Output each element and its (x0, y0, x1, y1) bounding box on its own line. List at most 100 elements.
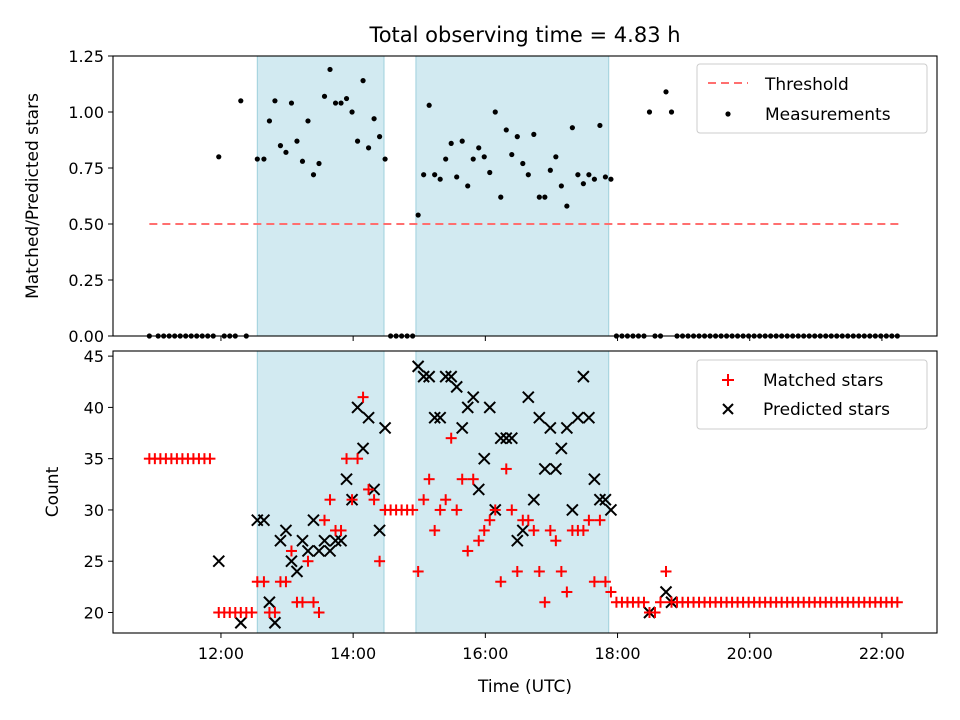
predicted-star-point (483, 401, 496, 414)
predicted-star-point (351, 401, 364, 414)
legend-measurements-swatch (725, 111, 731, 117)
y-tick-label: 25 (84, 552, 104, 571)
matched-star-point (346, 494, 358, 506)
observing-intervals (256, 350, 610, 634)
predicted-star-point (472, 483, 485, 496)
matched-star-point (478, 524, 490, 536)
matched-star-point (489, 504, 501, 516)
observing-interval-1 (256, 55, 385, 337)
measurement-point (266, 118, 273, 124)
measurement-point (238, 98, 244, 104)
y-tick-label: 45 (84, 347, 104, 366)
matched-star-point (451, 504, 463, 516)
predicted-star-point (296, 534, 309, 547)
predicted-star-point (659, 585, 673, 599)
count-panel: 20 25 30 35 40 45 12:00 14:00 16:00 18:00 20:00 22… (43, 347, 938, 697)
measurement-point (360, 78, 366, 84)
measurement-point (299, 158, 306, 164)
y-tick-label: 30 (84, 501, 104, 520)
predicted-star-point (290, 565, 304, 578)
matched-star-point (511, 565, 523, 577)
matched-star-point (484, 514, 496, 526)
count-y-ticks: 20 25 30 35 40 45 (84, 347, 113, 622)
measurement-point (591, 176, 598, 182)
matched-star-point (418, 494, 430, 506)
measurement-point (321, 93, 328, 99)
measurement-point (283, 149, 289, 155)
predicted-star-point (334, 534, 348, 547)
count-y-axis-label: Count (43, 466, 63, 517)
predicted-star-point (367, 483, 381, 496)
measurement-point (288, 100, 295, 106)
measurement-point (509, 151, 515, 158)
matched-stars-points (143, 391, 903, 618)
predicted-star-point (450, 380, 463, 394)
x-tick-label: 12:00 (198, 644, 244, 663)
count-x-ticks: 12:00 14:00 16:00 18:00 20:00 22:00 (198, 633, 905, 663)
measurement-point (426, 102, 432, 108)
predicted-stars-points (212, 360, 678, 629)
measurement-point (421, 172, 427, 178)
predicted-star-point (538, 462, 552, 476)
measurement-point (316, 160, 322, 167)
matched-star-point (269, 606, 281, 618)
matched-star-point (577, 524, 589, 536)
measurement-point (492, 109, 498, 115)
matched-star-point (324, 494, 336, 506)
matched-star-point (456, 473, 468, 485)
x-tick-label: 20:00 (727, 644, 773, 663)
predicted-star-point (599, 493, 612, 506)
matched-star-point (204, 453, 216, 465)
matched-star-point (423, 473, 435, 485)
predicted-star-point (301, 544, 315, 558)
measurement-point (602, 174, 609, 180)
y-tick-label: 0.75 (68, 159, 104, 178)
x-tick-label: 14:00 (330, 644, 376, 663)
ratio-x-ticks (220, 336, 883, 341)
predicted-star-point (263, 596, 276, 609)
matched-star-point (539, 596, 551, 608)
ratio-panel-frame (112, 55, 938, 337)
measurement-point (465, 183, 471, 189)
ratio-y-axis-label: Matched/Predicted stars (23, 93, 43, 299)
matched-star-point (246, 606, 258, 618)
measurement-point (365, 145, 372, 151)
predicted-star-point (433, 411, 447, 424)
matched-star-point (522, 514, 534, 526)
measurement-point (586, 172, 592, 178)
predicted-star-point (234, 616, 247, 629)
matched-star-point (660, 565, 672, 577)
measurement-point (646, 109, 653, 115)
measurement-point (327, 66, 333, 73)
count-legend-box (696, 359, 928, 430)
matched-star-point (285, 545, 297, 557)
measurement-point (294, 138, 300, 144)
observing-interval-2 (415, 350, 610, 634)
legend-measurements-label: Measurements (765, 105, 891, 125)
measurement-point (432, 172, 438, 178)
predicted-star-point (312, 544, 326, 558)
measurement-point (277, 143, 284, 149)
predicted-star-point (516, 524, 530, 537)
predicted-star-point (411, 360, 425, 373)
matched-star-point (599, 576, 611, 588)
measurement-point (487, 169, 493, 176)
measurement-point (476, 145, 482, 151)
ratio-y-ticks: 0.00 0.25 0.50 0.75 1.00 1.25 (68, 47, 113, 346)
measurement-point (216, 154, 222, 160)
predicted-star-point (544, 421, 557, 435)
chart-title: Total observing time = 4.83 h (368, 23, 680, 47)
measurement-point (448, 140, 454, 146)
matched-star-point (555, 565, 567, 577)
measurement-point (608, 176, 614, 182)
measurement-point (580, 181, 586, 187)
measurement-point (415, 212, 421, 218)
predicted-star-point (340, 472, 353, 486)
measurement-point (668, 109, 675, 115)
measurement-point (663, 89, 669, 95)
y-tick-label: 1.25 (68, 47, 104, 66)
predicted-star-point (461, 401, 474, 414)
matched-star-point (363, 483, 375, 495)
predicted-star-point (560, 421, 574, 435)
matched-star-point (335, 524, 347, 536)
